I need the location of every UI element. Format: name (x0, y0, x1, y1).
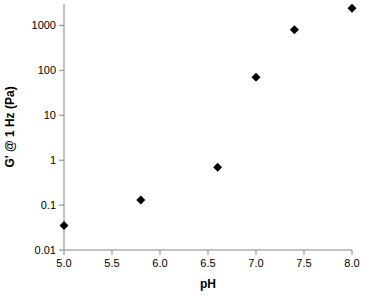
y-tick (59, 160, 64, 161)
y-tick (59, 25, 64, 26)
y-axis (64, 4, 65, 250)
x-tick (208, 250, 209, 255)
y-tick (59, 250, 64, 251)
y-tick (59, 115, 64, 116)
point (136, 195, 145, 204)
y-tick-label: 100 (38, 64, 56, 76)
x-tick (160, 250, 161, 255)
point (213, 163, 222, 172)
x-tick (256, 250, 257, 255)
x-tick (304, 250, 305, 255)
x-axis-label: pH (200, 277, 216, 291)
point (290, 25, 299, 34)
x-tick-label: 5.5 (104, 257, 119, 269)
y-tick-label: 0.1 (41, 199, 56, 211)
x-tick-label: 5.0 (56, 257, 71, 269)
x-tick (64, 250, 65, 255)
y-tick-label: 0.01 (35, 244, 56, 256)
x-tick (352, 250, 353, 255)
x-tick-label: 7.5 (296, 257, 311, 269)
y-tick (59, 70, 64, 71)
y-tick-label: 1000 (32, 19, 56, 31)
points (60, 4, 357, 230)
x-tick-label: 6.0 (152, 257, 167, 269)
y-tick-label: 1 (50, 154, 56, 166)
chart: 0.01 0.1 1 10 100 1000 5.0 5.5 6.0 6.5 7.0 7.5 8.0 pH… (0, 0, 369, 296)
point (348, 4, 357, 13)
x-tick (112, 250, 113, 255)
x-tick-label: 6.5 (200, 257, 215, 269)
y-axis-label: G' @ 1 Hz (Pa) (3, 86, 17, 167)
y-tick (59, 205, 64, 206)
x-tick-label: 8.0 (344, 257, 359, 269)
y-tick-label: 10 (44, 109, 56, 121)
x-tick-label: 7.0 (248, 257, 263, 269)
point (252, 73, 261, 82)
point (60, 221, 69, 230)
